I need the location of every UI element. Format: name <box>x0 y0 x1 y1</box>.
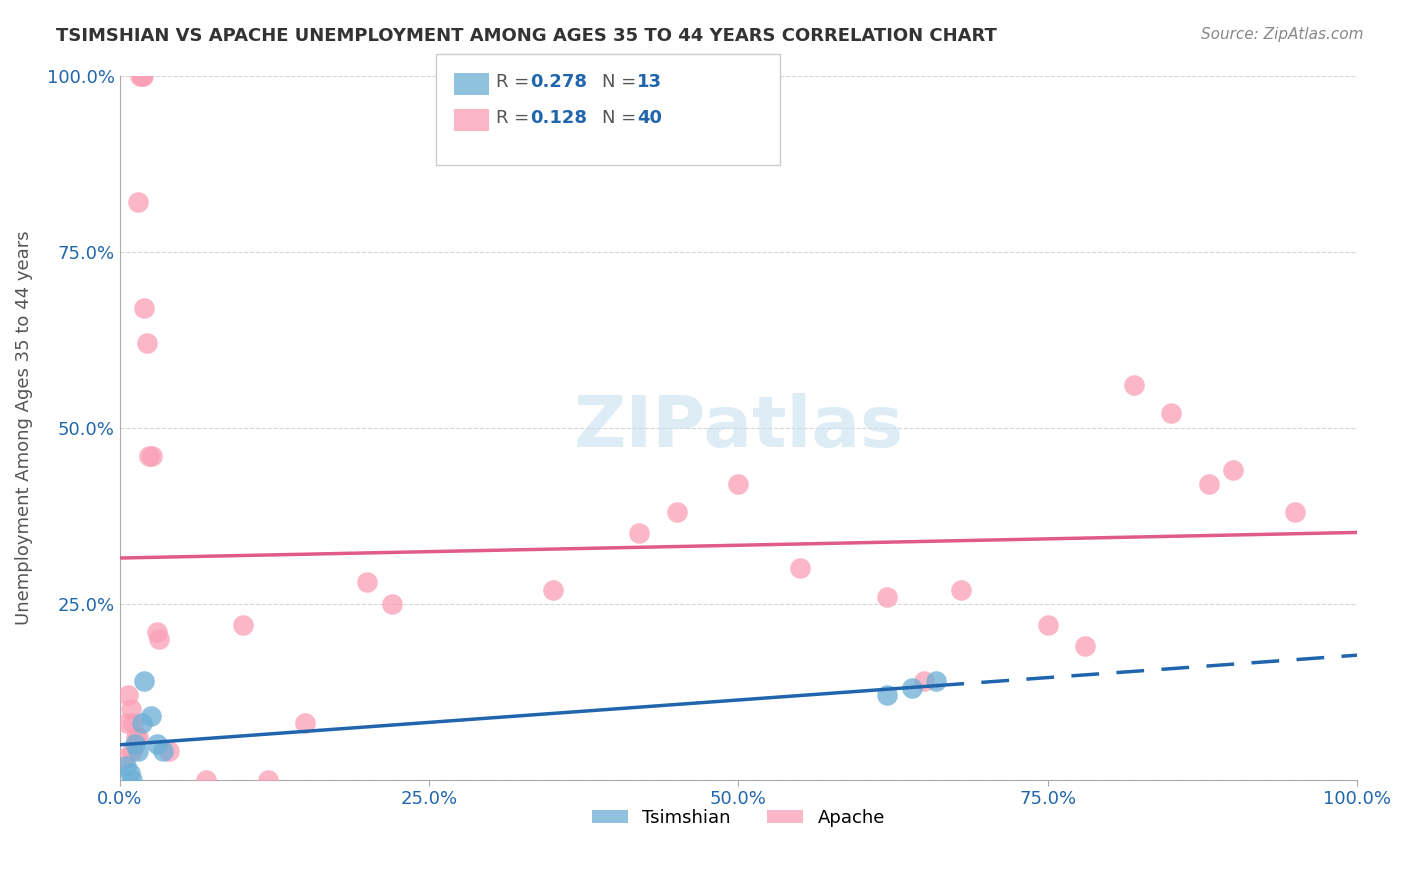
Point <box>294 716 316 731</box>
Point <box>125 731 148 745</box>
Point <box>146 624 169 639</box>
Point <box>134 673 156 688</box>
Point <box>114 751 136 765</box>
Text: 0.128: 0.128 <box>530 109 588 127</box>
Point <box>121 744 143 758</box>
Legend: Tsimshian, Apache: Tsimshian, Apache <box>585 802 893 834</box>
Text: N =: N = <box>602 109 636 127</box>
Y-axis label: Unemployment Among Ages 35 to 44 years: Unemployment Among Ages 35 to 44 years <box>15 230 32 625</box>
Point <box>131 69 153 83</box>
Point <box>925 673 948 688</box>
Point <box>146 738 169 752</box>
Point <box>381 597 404 611</box>
Point <box>115 716 138 731</box>
Point <box>257 772 280 787</box>
Point <box>132 69 155 83</box>
Text: R =: R = <box>496 109 530 127</box>
Point <box>789 561 811 575</box>
Point <box>628 526 651 541</box>
Point <box>1160 407 1182 421</box>
Point <box>665 505 688 519</box>
Point <box>122 716 145 731</box>
Text: Source: ZipAtlas.com: Source: ZipAtlas.com <box>1201 27 1364 42</box>
Point <box>356 575 378 590</box>
Point <box>141 449 163 463</box>
Point <box>138 449 160 463</box>
Text: TSIMSHIAN VS APACHE UNEMPLOYMENT AMONG AGES 35 TO 44 YEARS CORRELATION CHART: TSIMSHIAN VS APACHE UNEMPLOYMENT AMONG A… <box>56 27 997 45</box>
Point <box>148 632 170 646</box>
Text: ZIPatlas: ZIPatlas <box>574 393 904 462</box>
Text: 13: 13 <box>637 73 662 91</box>
Point <box>127 195 149 210</box>
Point <box>134 301 156 315</box>
Point <box>1123 378 1146 392</box>
Point <box>900 681 922 695</box>
Point <box>876 590 898 604</box>
Point <box>1198 476 1220 491</box>
Point <box>950 582 973 597</box>
Point <box>120 702 142 716</box>
Point <box>131 716 153 731</box>
Point <box>127 744 149 758</box>
Point <box>876 688 898 702</box>
Point <box>157 744 180 758</box>
Point <box>1222 463 1244 477</box>
Point <box>128 69 150 83</box>
Point <box>1074 639 1097 653</box>
Point <box>121 772 143 787</box>
Point <box>124 738 146 752</box>
Text: R =: R = <box>496 73 530 91</box>
Point <box>1284 505 1306 519</box>
Point <box>118 765 141 780</box>
Point <box>117 688 139 702</box>
Point <box>912 673 935 688</box>
Point <box>1036 617 1059 632</box>
Point <box>541 582 564 597</box>
Point <box>232 617 254 632</box>
Point <box>139 709 162 723</box>
Point <box>727 476 749 491</box>
Point <box>152 744 174 758</box>
Point <box>127 731 149 745</box>
Point <box>115 758 138 772</box>
Text: N =: N = <box>602 73 636 91</box>
Point <box>136 336 159 351</box>
Point <box>195 772 218 787</box>
Text: 0.278: 0.278 <box>530 73 588 91</box>
Text: 40: 40 <box>637 109 662 127</box>
